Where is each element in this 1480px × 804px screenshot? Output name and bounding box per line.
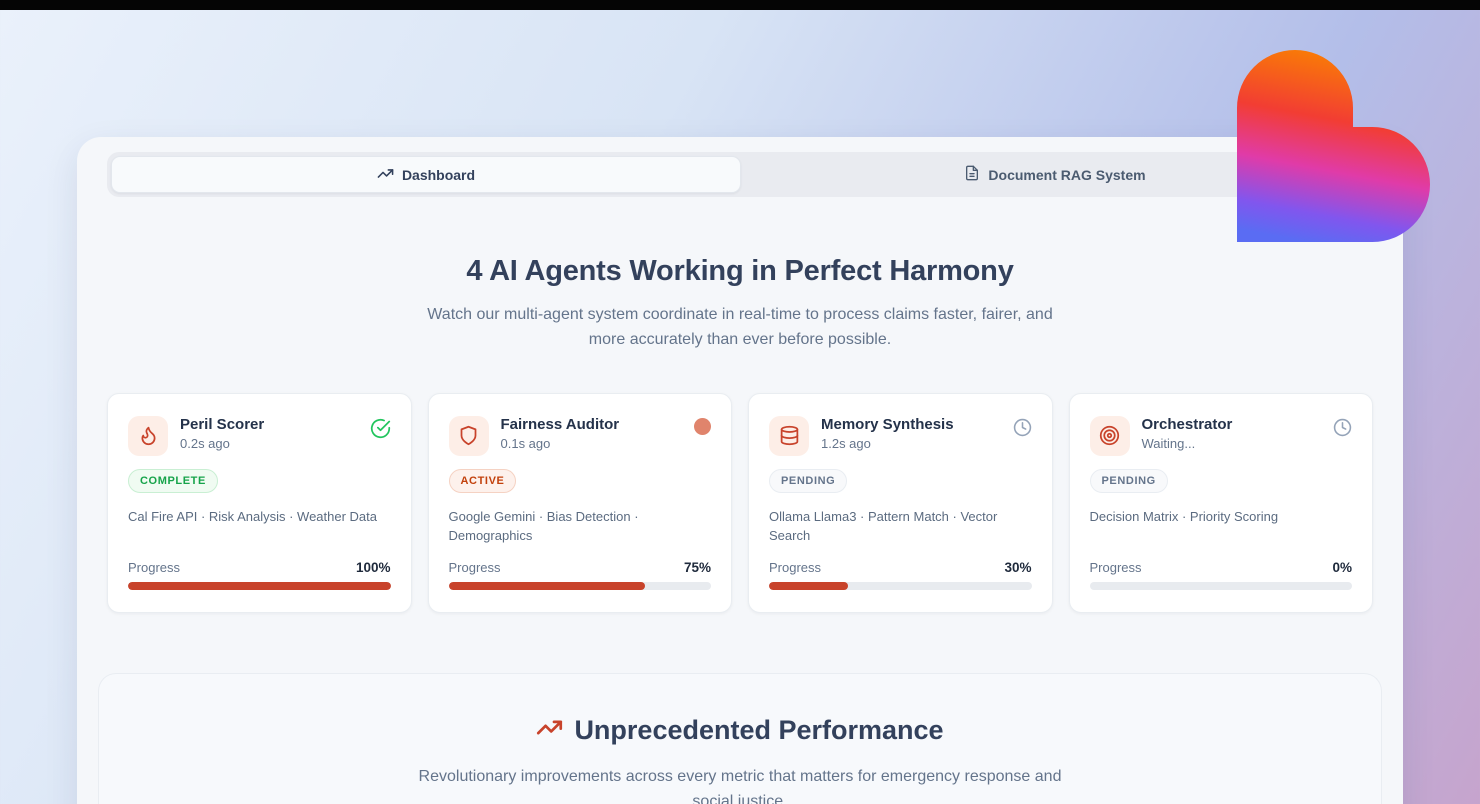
hero-subtitle: Watch our multi-agent system coordinate … [427,306,1053,348]
progress-label: Progress [448,559,501,575]
file-text-icon [964,165,980,184]
main-panel: Dashboard Document RAG System 4 AI Agent… [77,137,1403,804]
performance-title: Unprecedented Performance [574,715,944,746]
agent-tags: Ollama Llama3 · Pattern Match · Vector S… [769,508,998,544]
agent-card-peril-scorer[interactable]: Peril Scorer 0.2s ago COMPLETE Cal Fire … [107,392,412,613]
active-pulse-dot [694,416,711,435]
progress-value: 100% [355,559,391,575]
progress-bar [128,581,391,590]
database-icon [769,415,809,456]
status-badge: ACTIVE [448,468,517,493]
performance-subtitle: Revolutionary improvements across every … [418,767,1062,804]
agent-tags: Cal Fire API · Risk Analysis · Weather D… [128,508,378,524]
agent-card-memory-synthesis[interactable]: Memory Synthesis 1.2s ago PENDING Ollama… [748,392,1053,613]
agent-name: Orchestrator [1141,415,1233,433]
trending-up-icon [377,165,394,185]
status-badge: COMPLETE [128,468,218,493]
agent-timestamp: 1.2s ago [821,436,871,452]
progress-label: Progress [1089,559,1142,575]
hero-title: 4 AI Agents Working in Perfect Harmony [466,255,1014,287]
agent-name: Peril Scorer [180,415,265,433]
progress-bar [448,581,711,590]
agent-name: Fairness Auditor [500,415,620,433]
progress-bar [1089,581,1352,590]
tab-label: Dashboard [401,166,476,183]
progress-label: Progress [128,559,181,575]
agent-timestamp: 0.2s ago [180,436,230,452]
progress-value: 30% [1004,559,1032,575]
check-circle-icon [370,416,391,444]
heart-logo [1237,50,1430,242]
trending-up-icon [536,714,563,748]
tab-label: Document RAG System [988,166,1146,183]
agent-timestamp: 0.1s ago [500,436,551,452]
hero-section: 4 AI Agents Working in Perfect Harmony W… [107,255,1373,353]
flame-icon [128,415,168,456]
progress-value: 0% [1332,559,1352,575]
progress-value: 75% [683,559,711,575]
clock-icon [1333,416,1352,442]
target-icon [1089,415,1130,456]
progress-bar [769,581,1032,590]
tab-dashboard[interactable]: Dashboard [111,156,741,193]
agent-tags: Decision Matrix · Priority Scoring [1089,508,1279,524]
tab-document-rag-system[interactable]: Document RAG System [741,156,1369,193]
agent-tags: Google Gemini · Bias Detection · Demogra… [448,508,639,544]
agent-timestamp: Waiting... [1141,436,1196,452]
agent-card-fairness-auditor[interactable]: Fairness Auditor 0.1s ago ACTIVE Google … [427,392,732,613]
agent-card-orchestrator[interactable]: Orchestrator Waiting... PENDING Decision… [1068,392,1373,613]
window-top-bar [0,0,1480,10]
clock-icon [1013,416,1032,442]
agent-name: Memory Synthesis [821,415,954,433]
shield-icon [448,415,489,456]
performance-section: Unprecedented Performance Revolutionary … [98,672,1382,804]
status-badge: PENDING [769,468,848,493]
agent-cards: Peril Scorer 0.2s ago COMPLETE Cal Fire … [107,392,1373,613]
progress-label: Progress [769,559,822,575]
tab-bar: Dashboard Document RAG System [107,152,1373,197]
status-badge: PENDING [1089,468,1168,493]
